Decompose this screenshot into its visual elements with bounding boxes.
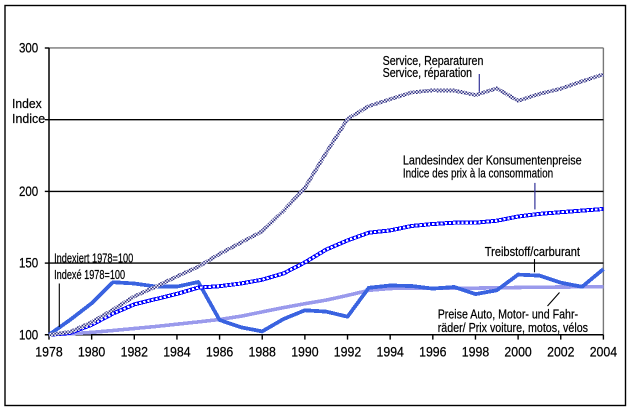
svg-text:1990: 1990 — [291, 345, 318, 360]
svg-text:Preise Auto, Motor- und Fahr-: Preise Auto, Motor- und Fahr- — [438, 306, 578, 321]
svg-text:Indice des prix à la consommat: Indice des prix à la consommation — [403, 166, 553, 181]
svg-text:Treibstoff/carburant: Treibstoff/carburant — [485, 244, 581, 259]
svg-text:100: 100 — [19, 327, 38, 342]
svg-text:Index: Index — [12, 96, 42, 111]
svg-text:200: 200 — [19, 184, 38, 199]
svg-text:150: 150 — [19, 256, 38, 271]
svg-text:2002: 2002 — [547, 345, 574, 360]
svg-text:Landesindex der Konsumentenpre: Landesindex der Konsumentenpreise — [403, 153, 582, 168]
svg-text:2000: 2000 — [504, 345, 531, 360]
svg-text:Indice: Indice — [12, 111, 45, 126]
svg-text:Indexiert 1978=100: Indexiert 1978=100 — [54, 251, 133, 266]
svg-text:Service, Reparaturen: Service, Reparaturen — [383, 53, 484, 68]
svg-text:300: 300 — [19, 40, 38, 55]
svg-text:1988: 1988 — [249, 345, 276, 360]
svg-text:2004: 2004 — [590, 345, 618, 360]
svg-text:Service, réparation: Service, réparation — [383, 65, 473, 80]
svg-text:1998: 1998 — [462, 345, 489, 360]
svg-text:1992: 1992 — [334, 345, 361, 360]
svg-text:1994: 1994 — [377, 345, 405, 360]
svg-text:1978: 1978 — [35, 345, 62, 360]
svg-text:1980: 1980 — [78, 345, 105, 360]
svg-text:1982: 1982 — [121, 345, 148, 360]
svg-text:Indexé 1978=100: Indexé 1978=100 — [54, 267, 125, 282]
svg-text:1996: 1996 — [419, 345, 446, 360]
svg-text:räder/ Prix voiture, motos, vé: räder/ Prix voiture, motos, vélos — [438, 320, 589, 335]
svg-text:1984: 1984 — [163, 345, 191, 360]
svg-text:1986: 1986 — [206, 345, 233, 360]
